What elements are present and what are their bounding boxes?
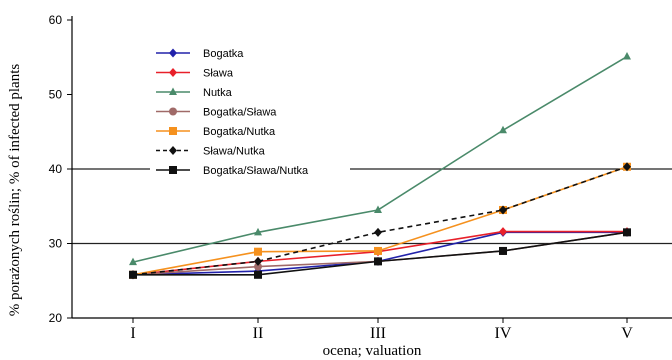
legend-label: Bogatka <box>203 48 244 60</box>
y-tick-label: 40 <box>49 162 63 176</box>
data-point <box>374 257 382 265</box>
x-tick-label: V <box>621 325 633 342</box>
y-axis-label: % porażonych roślin; % of infected plant… <box>7 64 23 317</box>
legend-label: Sława <box>203 68 234 80</box>
data-point <box>374 228 382 237</box>
data-point <box>254 248 262 256</box>
x-axis-label: ocena; valuation <box>323 343 422 359</box>
data-point <box>374 247 382 255</box>
x-tick-label: IV <box>495 325 512 342</box>
legend: Bogatka Sława Nutka Bogatka/Sława Bogatka/Nu… <box>150 42 350 186</box>
x-tick-label: III <box>370 325 386 342</box>
data-point <box>374 205 382 213</box>
legend-label: Bogatka/Sława/Nutka <box>203 165 309 177</box>
y-tick-label: 60 <box>49 13 63 27</box>
y-tick-label: 20 <box>49 311 63 325</box>
legend-marker <box>169 166 177 174</box>
legend-label: Nutka <box>203 87 233 99</box>
data-point <box>623 228 631 236</box>
data-point <box>499 227 507 236</box>
y-tick-labels: 20 30 40 50 60 <box>49 13 72 325</box>
legend-label: Sława/Nutka <box>203 146 266 158</box>
x-tick-label: II <box>253 325 264 342</box>
x-tick-labels: I II III IV V <box>130 318 633 342</box>
y-tick-label: 30 <box>49 237 63 251</box>
legend-marker <box>169 108 177 116</box>
x-tick-label: I <box>130 325 135 342</box>
data-point <box>623 52 631 60</box>
y-tick-label: 50 <box>49 88 63 102</box>
legend-label: Bogatka/Nutka <box>203 126 276 138</box>
legend-marker <box>169 127 177 135</box>
data-point <box>254 271 262 279</box>
legend-label: Bogatka/Sława <box>203 107 277 119</box>
data-point <box>499 247 507 255</box>
data-point <box>129 271 137 279</box>
